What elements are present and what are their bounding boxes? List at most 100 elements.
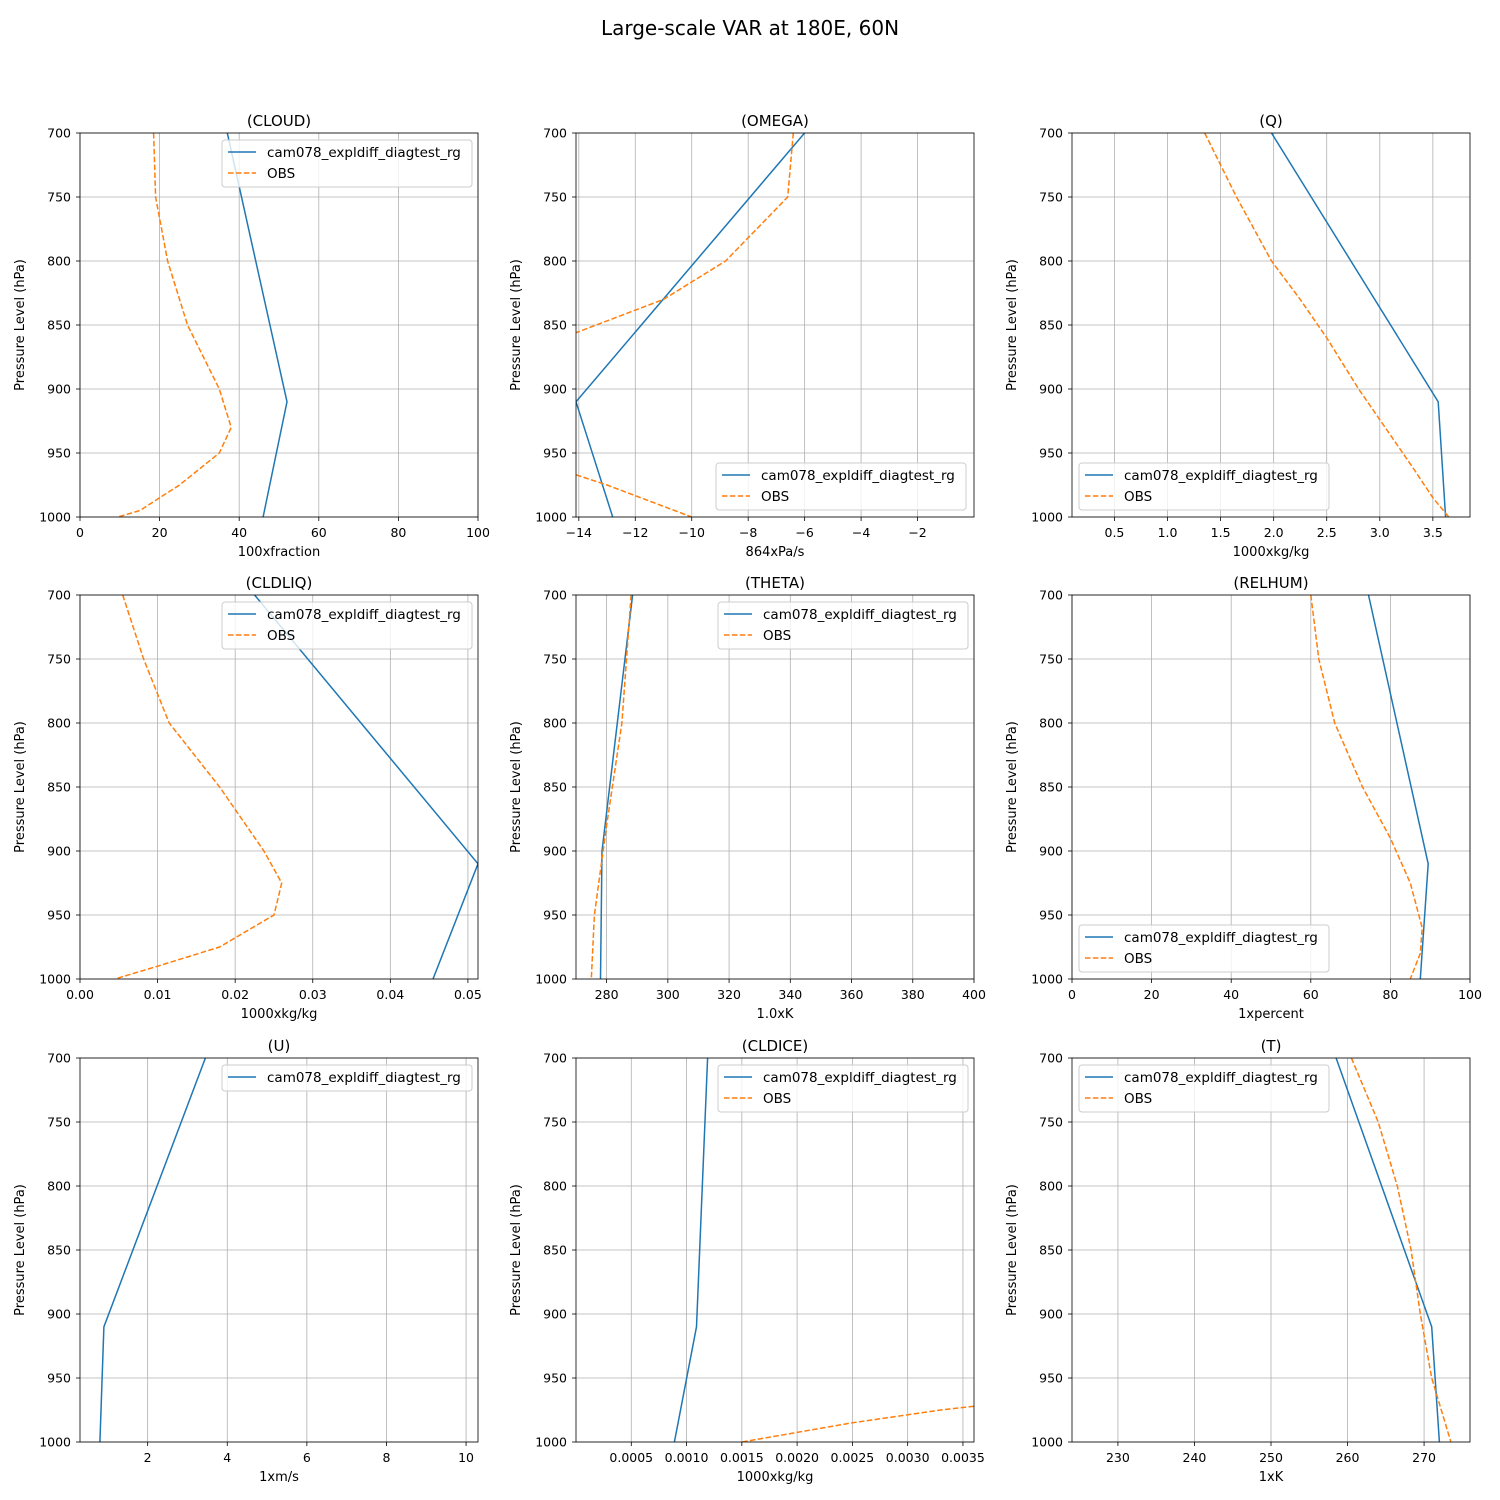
y-tick-label: 800 (47, 716, 71, 731)
legend-model-label: cam078_expldiff_diagtest_rg (267, 145, 461, 161)
y-axis-label: Pressure Level (hPa) (1005, 259, 1020, 391)
legend: cam078_expldiff_diagtest_rg OBS (715, 462, 967, 511)
x-tick-label: 0.01 (144, 987, 172, 1002)
y-axis-label: Pressure Level (hPa) (1005, 721, 1020, 853)
y-tick-label: 750 (47, 190, 71, 205)
subplot-title: (THETA) (745, 574, 805, 592)
legend-box (221, 601, 473, 650)
x-tick-label: 320 (717, 987, 741, 1002)
y-tick-label: 900 (543, 382, 567, 397)
y-tick-label: 750 (543, 1115, 567, 1130)
obs-series-line (590, 595, 632, 979)
x-tick-label: 280 (595, 987, 619, 1002)
legend: cam078_expldiff_diagtest_rg OBS (1078, 924, 1330, 973)
legend-obs-label: OBS (763, 628, 791, 644)
y-tick-label: 850 (1039, 780, 1063, 795)
x-tick-label: −10 (679, 525, 705, 540)
y-tick-label: 700 (1039, 126, 1063, 141)
x-tick-label: 230 (1106, 1450, 1130, 1465)
subplot-omega: −14 −12 −10 −8 −6 −4 −2 700 750 800 850 900 950 1000 (… (509, 112, 975, 560)
y-tick-label: 850 (1039, 1243, 1063, 1258)
x-tick-label: 0.00 (66, 987, 94, 1002)
x-tick-label: 250 (1259, 1450, 1283, 1465)
y-tick-label: 850 (47, 780, 71, 795)
x-tick-label: 80 (390, 525, 406, 540)
subplot-title: (T) (1261, 1037, 1282, 1055)
x-tick-label: −4 (852, 525, 870, 540)
y-tick-label: 950 (47, 446, 71, 461)
y-tick-label: 1000 (39, 510, 71, 525)
y-tick-label: 900 (1039, 1307, 1063, 1322)
y-tick-label: 800 (1039, 1179, 1063, 1194)
legend-model-label: cam078_expldiff_diagtest_rg (1124, 468, 1318, 484)
y-tick-label: 750 (1039, 652, 1063, 667)
x-axis-label: 1000xkg/kg (737, 1470, 814, 1485)
x-axis-label: 1xK (1259, 1470, 1284, 1485)
x-tick-label: 6 (303, 1450, 311, 1465)
model-series-line (1270, 133, 1447, 517)
legend-obs-label: OBS (267, 628, 295, 644)
y-tick-label: 900 (543, 1307, 567, 1322)
model-series-line (99, 1058, 207, 1442)
y-tick-label: 750 (1039, 190, 1063, 205)
obs-series-line (576, 474, 692, 517)
y-tick-label: 750 (543, 190, 567, 205)
x-tick-label: 0.0025 (831, 1450, 875, 1465)
legend-model-label: cam078_expldiff_diagtest_rg (763, 607, 957, 623)
x-tick-label: −14 (566, 525, 592, 540)
legend-obs-label: OBS (1124, 1091, 1152, 1107)
obs-series-line (114, 595, 283, 979)
legend-box (1078, 924, 1330, 973)
x-tick-label: 80 (1382, 987, 1398, 1002)
legend-obs-label: OBS (763, 1091, 791, 1107)
x-tick-label: −6 (795, 525, 813, 540)
y-tick-label: 700 (1039, 588, 1063, 603)
model-series-line (576, 133, 806, 517)
y-tick-label: 750 (543, 652, 567, 667)
x-tick-label: 240 (1183, 1450, 1207, 1465)
y-tick-label: 950 (47, 1371, 71, 1386)
y-tick-label: 800 (543, 716, 567, 731)
y-tick-label: 1000 (535, 972, 567, 987)
legend-box (221, 139, 473, 188)
y-tick-label: 900 (1039, 382, 1063, 397)
legend: cam078_expldiff_diagtest_rg (221, 1064, 473, 1092)
x-tick-label: 60 (311, 525, 327, 540)
x-axis-label: 1.0xK (757, 1007, 794, 1022)
y-tick-label: 750 (47, 1115, 71, 1130)
y-tick-label: 950 (543, 908, 567, 923)
y-axis-label: Pressure Level (hPa) (13, 1184, 28, 1316)
legend-box (717, 601, 969, 650)
legend: cam078_expldiff_diagtest_rg OBS (1078, 462, 1330, 511)
y-tick-label: 800 (1039, 716, 1063, 731)
y-tick-label: 900 (47, 844, 71, 859)
legend-box (221, 1064, 473, 1092)
x-axis-label: 100xfraction (238, 545, 320, 560)
y-tick-label: 950 (543, 1371, 567, 1386)
subplot-cldice: 0.0005 0.0010 0.0015 0.0020 0.0025 0.0030 0.00… (509, 1037, 985, 1485)
x-axis-label: 1000xkg/kg (1233, 545, 1310, 560)
x-tick-label: 0.0005 (609, 1450, 653, 1465)
x-tick-label: 100 (466, 525, 490, 540)
y-tick-label: 900 (47, 1307, 71, 1322)
legend-model-label: cam078_expldiff_diagtest_rg (267, 607, 461, 623)
subplot-cloud: 0 20 40 60 80 100 700 750 800 850 900 950 1000 (CLOUD… (13, 112, 490, 560)
legend-obs-label: OBS (1124, 951, 1152, 967)
y-tick-label: 1000 (39, 1435, 71, 1450)
x-tick-label: 40 (1223, 987, 1239, 1002)
x-tick-label: 0.0010 (665, 1450, 709, 1465)
y-axis-label: Pressure Level (hPa) (509, 721, 524, 853)
legend: cam078_expldiff_diagtest_rg OBS (221, 601, 473, 650)
x-tick-label: 1.5 (1211, 525, 1231, 540)
y-tick-label: 1000 (535, 510, 567, 525)
x-tick-label: 2.0 (1264, 525, 1284, 540)
y-tick-label: 1000 (1031, 1435, 1063, 1450)
legend-obs-label: OBS (761, 489, 789, 505)
legend-box (715, 462, 967, 511)
y-tick-label: 1000 (1031, 510, 1063, 525)
x-tick-label: 0.05 (454, 987, 482, 1002)
legend: cam078_expldiff_diagtest_rg OBS (1078, 1064, 1330, 1113)
x-tick-label: 300 (656, 987, 680, 1002)
y-tick-label: 800 (543, 254, 567, 269)
y-tick-label: 800 (47, 1179, 71, 1194)
